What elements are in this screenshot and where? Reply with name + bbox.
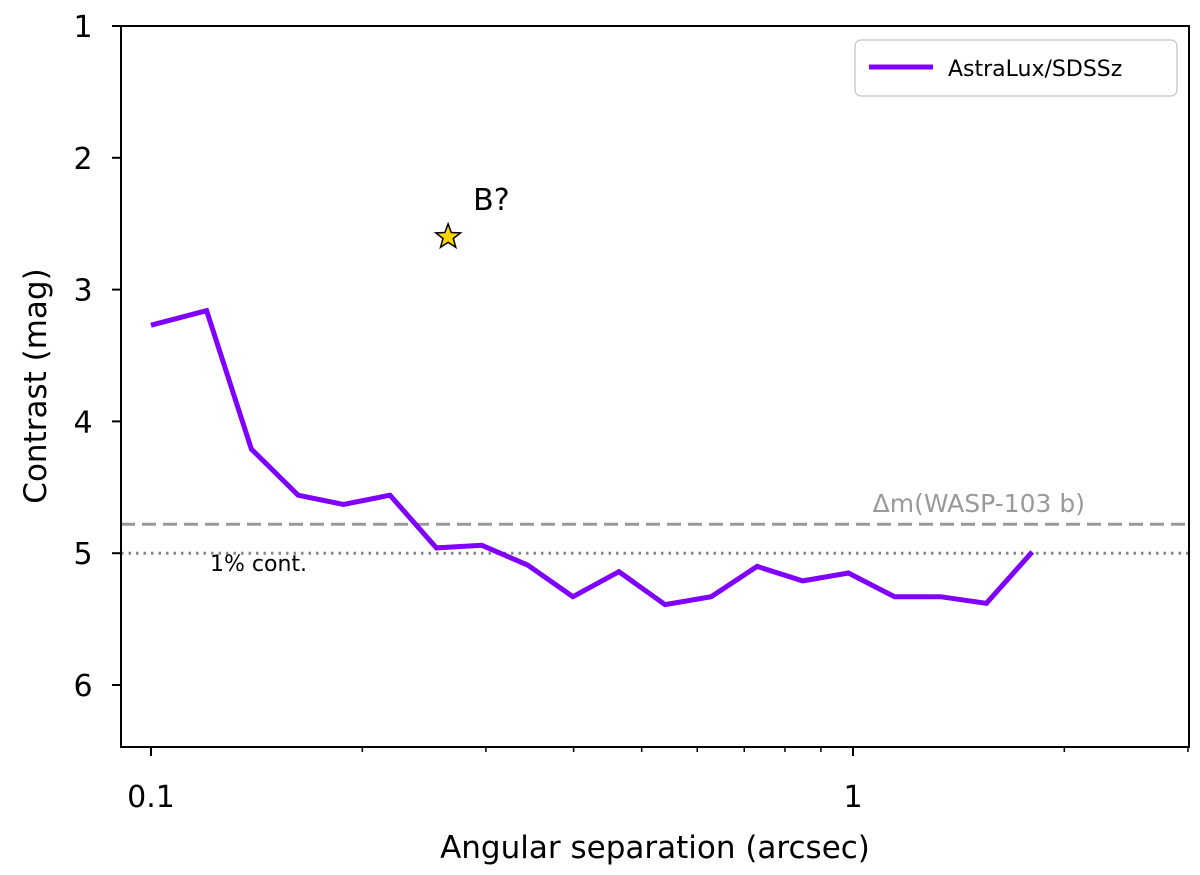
companion-star-label: B? xyxy=(473,183,510,218)
y-axis-title: Contrast (mag) xyxy=(18,268,54,503)
legend-box xyxy=(854,39,1178,97)
reference-lines: Δm(WASP-103 b) 1% cont. xyxy=(121,489,1189,577)
y-tick-label: 4 xyxy=(73,405,92,440)
marker-layer: B? xyxy=(433,183,510,250)
x-tick-label: 1 xyxy=(843,780,862,815)
legend: AstraLux/SDSSz xyxy=(854,39,1178,97)
contrast-curve-astralux xyxy=(150,307,1035,608)
legend-label: AstraLux/SDSSz xyxy=(948,57,1122,82)
companion-star-marker xyxy=(433,221,463,250)
y-tick-label: 5 xyxy=(73,537,92,572)
axis-ticks: 1 2 3 4 5 6 0.1 1 xyxy=(73,10,1189,815)
y-tick-label: 3 xyxy=(73,274,92,309)
y-tick-label: 6 xyxy=(73,669,92,704)
y-tick-label: 1 xyxy=(73,10,92,45)
plot-frame xyxy=(120,25,1190,748)
one-percent-contamination-label: 1% cont. xyxy=(210,552,307,577)
series-layer xyxy=(150,307,1035,608)
y-tick-label: 2 xyxy=(73,142,92,177)
wasp-103b-label: Δm(WASP-103 b) xyxy=(873,489,1085,518)
x-axis-title: Angular separation (arcsec) xyxy=(440,830,870,866)
x-tick-label: 0.1 xyxy=(127,780,175,815)
